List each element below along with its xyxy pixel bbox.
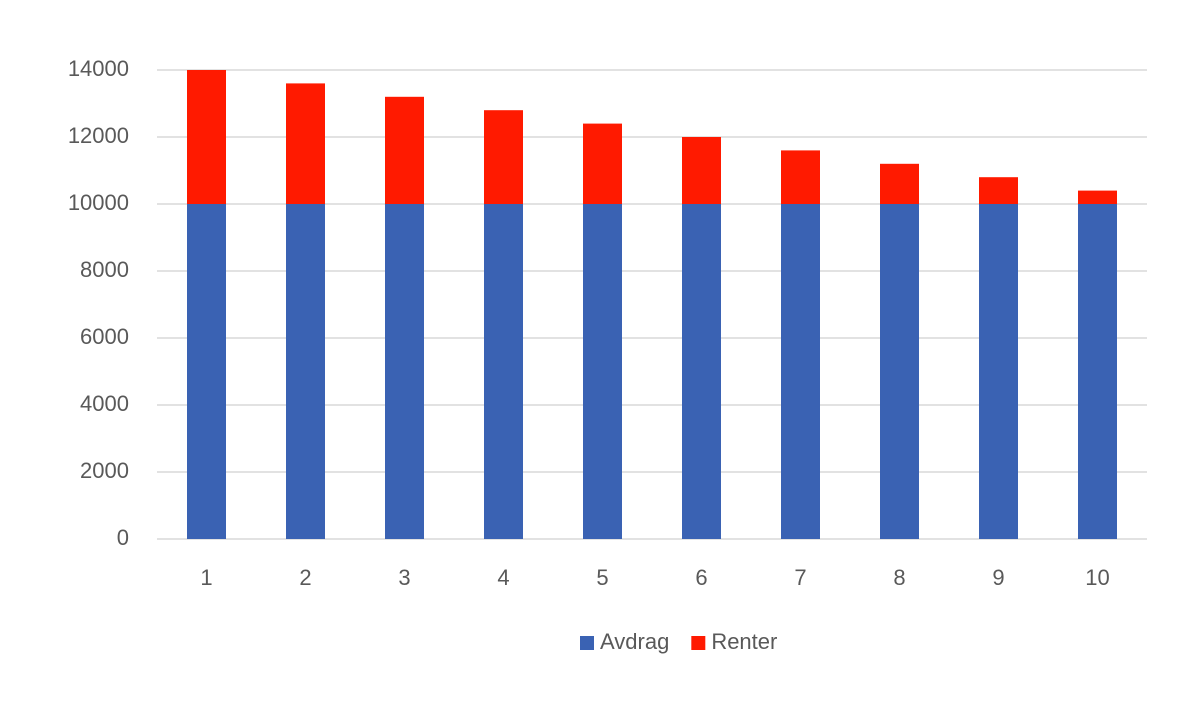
y-tick-label: 0	[117, 525, 129, 550]
y-tick-label: 10000	[68, 190, 129, 215]
x-tick-label: 7	[794, 565, 806, 590]
bar-segment	[1078, 190, 1117, 204]
bar-segment	[187, 70, 226, 204]
x-tick-label: 9	[992, 565, 1004, 590]
bar-segment	[979, 204, 1018, 539]
y-tick-label: 8000	[80, 257, 129, 282]
y-tick-label: 6000	[80, 324, 129, 349]
x-tick-label: 1	[200, 565, 212, 590]
bar-segment	[286, 204, 325, 539]
bar-segment	[484, 110, 523, 204]
bar-segment	[880, 163, 919, 204]
x-tick-label: 4	[497, 565, 509, 590]
x-tick-label: 10	[1085, 565, 1109, 590]
bar-segment	[781, 150, 820, 204]
legend-label: Renter	[711, 629, 777, 654]
legend-swatch	[691, 636, 706, 650]
x-tick-label: 2	[299, 565, 311, 590]
x-tick-label: 3	[398, 565, 410, 590]
bar-segment	[880, 204, 919, 539]
y-tick-label: 12000	[68, 123, 129, 148]
bar-segment	[682, 137, 721, 204]
bar-segment	[682, 204, 721, 539]
legend-swatch	[580, 636, 594, 650]
x-tick-label: 6	[695, 565, 707, 590]
x-tick-label: 5	[596, 565, 608, 590]
bar-segment	[1078, 204, 1117, 539]
bar-segment	[781, 204, 820, 539]
y-tick-label: 4000	[80, 391, 129, 416]
y-tick-label: 2000	[80, 458, 129, 483]
legend-label: Avdrag	[600, 629, 669, 654]
bar-segment	[385, 96, 424, 204]
bar-segment	[583, 123, 622, 204]
bar-segment	[187, 204, 226, 539]
bar-segment	[484, 204, 523, 539]
bar-segment	[286, 83, 325, 204]
bar-segment	[385, 204, 424, 539]
y-tick-label: 14000	[68, 56, 129, 81]
x-tick-label: 8	[893, 565, 905, 590]
bar-segment	[979, 177, 1018, 204]
bar-segment	[583, 204, 622, 539]
